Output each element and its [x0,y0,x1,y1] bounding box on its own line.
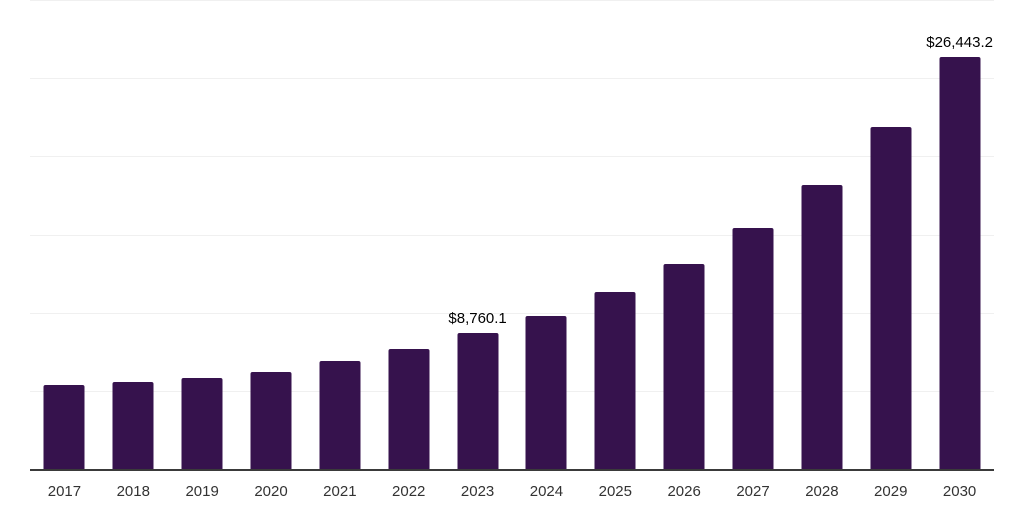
bar-slot-2030: $26,443.2 [925,1,994,470]
bar-2029 [870,127,912,470]
x-axis-label-2020: 2020 [254,483,288,500]
bar-slot-2022 [374,1,443,470]
x-axis-label-2027: 2027 [736,483,770,500]
bar-slot-2020 [237,1,306,470]
bar-2017 [43,384,85,470]
x-axis-label-2024: 2024 [529,483,564,500]
x-axis-labels: 2017 2018 2019 2020 2021 2022 2023 2024 2025 2026… [30,471,994,500]
bar-2018 [112,381,154,470]
bar-slot-2021 [305,1,374,470]
bar-slot-2027 [719,1,788,470]
plot-area: $8,760.1 $26,443.2 [30,0,994,471]
x-axis-label-2017: 2017 [47,483,82,500]
x-axis-label-2028: 2028 [805,483,839,500]
x-axis-line [30,469,994,471]
bar-2030 [939,56,981,470]
x-axis-label-2025: 2025 [598,483,632,500]
bar-slot-2017 [30,1,99,470]
gridline-10000 [30,312,994,314]
x-axis-label-2030: 2030 [942,483,977,500]
bar-slot-2024 [512,1,581,470]
bar-slot-2026 [650,1,719,470]
bar-slot-2019 [168,1,237,470]
bar-value-label-2030: $26,443.2 [926,33,993,51]
bar-2028 [801,184,843,470]
gridline-20000 [30,156,994,158]
bar-slot-2018 [99,1,168,470]
gridline-5000 [30,390,994,392]
bar-2020 [250,371,292,470]
bar-2019 [181,378,223,470]
gridline-25000 [30,78,994,80]
bar-slot-2025 [581,1,650,470]
bar-2025 [594,292,636,470]
x-axis-label-2021: 2021 [323,483,357,500]
bar-2024 [525,315,567,470]
x-axis-label-2019: 2019 [185,483,219,500]
bar-2021 [319,360,361,470]
x-axis-label-2026: 2026 [667,483,701,500]
bar-slot-2028 [787,1,856,470]
bar-2027 [732,228,774,470]
bar-slot-2023: $8,760.1 [443,1,512,470]
bar-value-label-2023: $8,760.1 [448,310,507,328]
x-axis-label-2029: 2029 [874,483,908,500]
x-axis-label-2023: 2023 [460,483,495,500]
x-axis-label-2018: 2018 [116,483,150,500]
gridline-30000 [30,0,994,1]
bar-2023 [457,333,499,470]
bar-slot-2029 [856,1,925,470]
bar-2026 [663,263,705,470]
bar-2022 [388,348,430,470]
gridline-15000 [30,234,994,236]
bars-container: $8,760.1 $26,443.2 [30,1,994,470]
x-axis-label-2022: 2022 [392,483,426,500]
